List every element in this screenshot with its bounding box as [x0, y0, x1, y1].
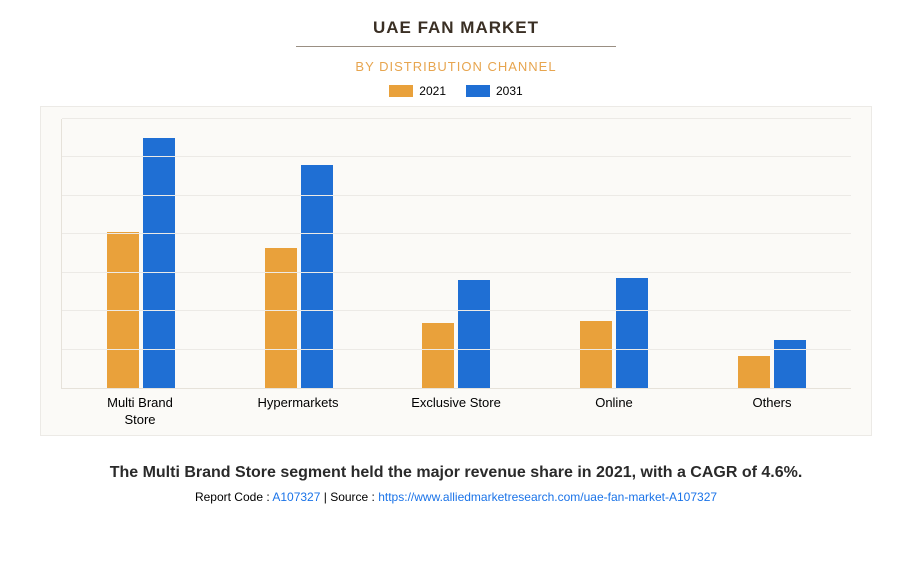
plot-area: [61, 119, 851, 389]
legend-label-2021: 2021: [419, 84, 446, 98]
x-labels-row: Multi BrandStoreHypermarketsExclusive St…: [61, 395, 851, 429]
report-code-link[interactable]: A107327: [272, 490, 320, 504]
bar-2021: [422, 323, 454, 388]
footer: Report Code : A107327 | Source : https:/…: [40, 490, 872, 504]
legend: 2021 2031: [40, 84, 872, 98]
caption-text: The Multi Brand Store segment held the m…: [40, 464, 872, 482]
title-underline: [296, 46, 616, 47]
chart-container: UAE FAN MARKET BY DISTRIBUTION CHANNEL 2…: [0, 0, 912, 566]
source-link[interactable]: https://www.alliedmarketresearch.com/uae…: [378, 490, 717, 504]
gridline: [62, 349, 851, 350]
footer-separator: |: [320, 490, 330, 504]
report-label: Report Code :: [195, 490, 272, 504]
legend-swatch-2031: [466, 85, 490, 97]
x-axis-label: Online: [535, 395, 693, 429]
bar-2031: [774, 340, 806, 388]
gridline: [62, 195, 851, 196]
page-title: UAE FAN MARKET: [40, 18, 872, 38]
bar-2021: [265, 248, 297, 388]
legend-item-2031: 2031: [466, 84, 523, 98]
legend-swatch-2021: [389, 85, 413, 97]
x-axis-label: Multi BrandStore: [61, 395, 219, 429]
bar-2031: [301, 165, 333, 388]
gridline: [62, 118, 851, 119]
bar-2031: [616, 278, 648, 388]
legend-label-2031: 2031: [496, 84, 523, 98]
bar-2031: [458, 280, 490, 388]
x-axis-label: Others: [693, 395, 851, 429]
bar-2021: [738, 356, 770, 388]
x-axis-label: Exclusive Store: [377, 395, 535, 429]
page-subtitle: BY DISTRIBUTION CHANNEL: [40, 59, 872, 74]
gridline: [62, 233, 851, 234]
legend-item-2021: 2021: [389, 84, 446, 98]
gridline: [62, 310, 851, 311]
chart-frame: Multi BrandStoreHypermarketsExclusive St…: [40, 106, 872, 436]
gridline: [62, 156, 851, 157]
gridline: [62, 272, 851, 273]
bar-2031: [143, 138, 175, 388]
source-label: Source :: [330, 490, 378, 504]
bar-2021: [580, 321, 612, 388]
x-axis-label: Hypermarkets: [219, 395, 377, 429]
